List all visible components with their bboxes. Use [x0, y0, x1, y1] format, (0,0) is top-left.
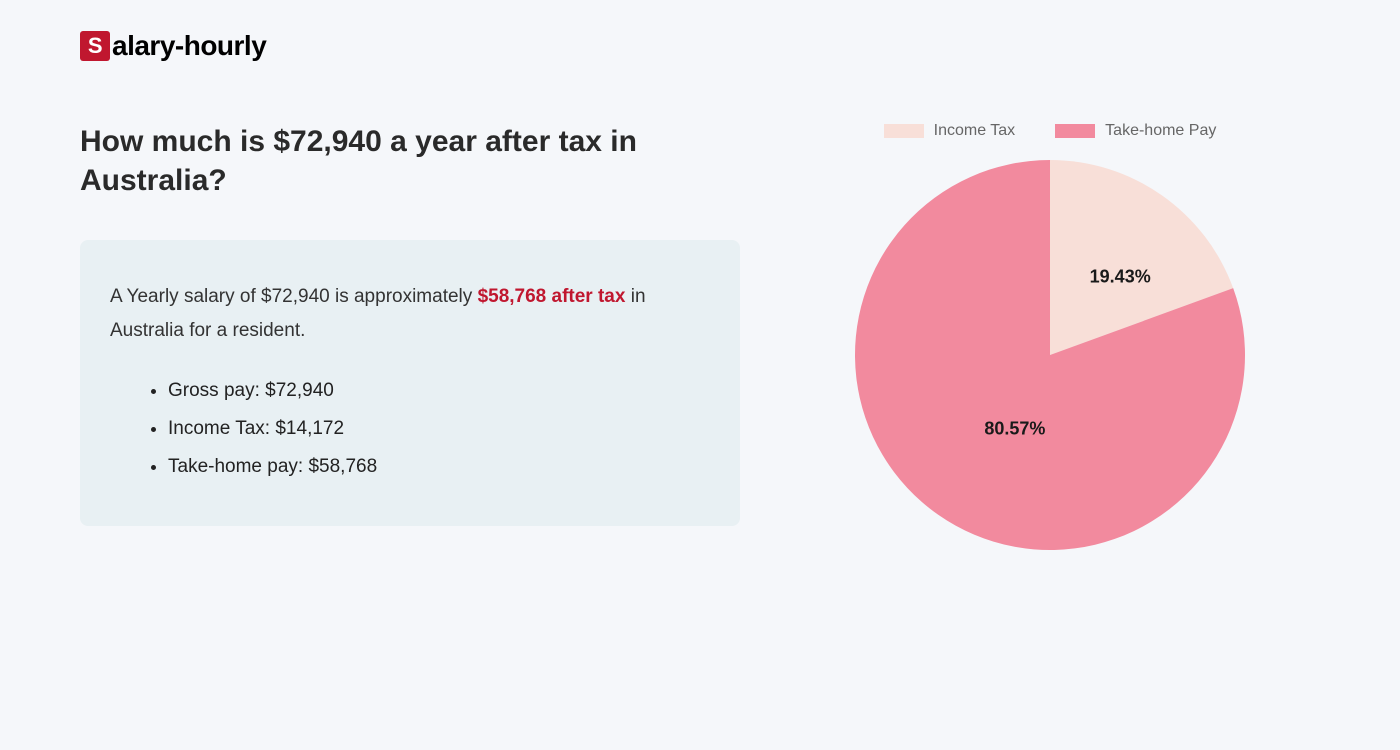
left-column: How much is $72,940 a year after tax in …	[80, 122, 740, 550]
list-item: Income Tax: $14,172	[168, 410, 710, 448]
summary-before: A Yearly salary of $72,940 is approximat…	[110, 286, 478, 307]
site-logo: Salary-hourly	[80, 30, 1320, 62]
legend-label: Income Tax	[934, 122, 1016, 140]
list-item: Take-home pay: $58,768	[168, 448, 710, 486]
right-column: Income Tax Take-home Pay 19.43% 80.57%	[840, 122, 1260, 550]
legend-item-take-home: Take-home Pay	[1055, 122, 1216, 140]
summary-highlight: $58,768 after tax	[478, 286, 626, 307]
slice-label: 19.43%	[1090, 267, 1151, 288]
summary-list: Gross pay: $72,940 Income Tax: $14,172 T…	[110, 372, 710, 486]
summary-box: A Yearly salary of $72,940 is approximat…	[80, 240, 740, 526]
page-title: How much is $72,940 a year after tax in …	[80, 122, 740, 200]
slice-label: 80.57%	[984, 419, 1045, 440]
list-item: Gross pay: $72,940	[168, 372, 710, 410]
legend-label: Take-home Pay	[1105, 122, 1216, 140]
logo-text: alary-hourly	[112, 30, 266, 62]
legend-swatch	[1055, 124, 1095, 138]
pie-svg	[855, 160, 1245, 550]
summary-text: A Yearly salary of $72,940 is approximat…	[110, 280, 710, 348]
logo-badge: S	[80, 31, 110, 61]
main-content: How much is $72,940 a year after tax in …	[80, 122, 1320, 550]
legend-swatch	[884, 124, 924, 138]
legend-item-income-tax: Income Tax	[884, 122, 1016, 140]
chart-legend: Income Tax Take-home Pay	[840, 122, 1260, 140]
pie-chart: 19.43% 80.57%	[855, 160, 1245, 550]
